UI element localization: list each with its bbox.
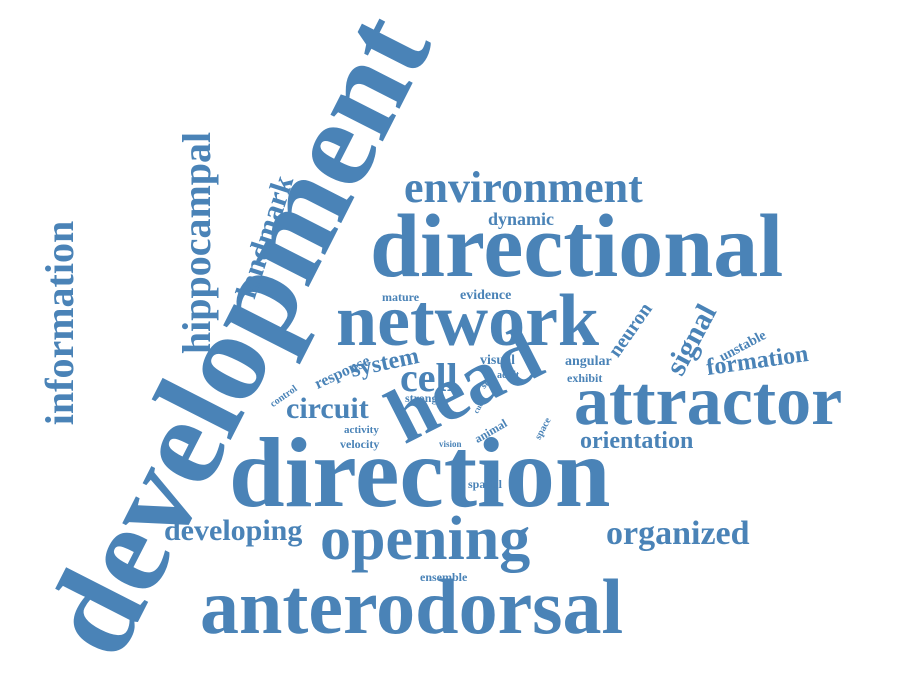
word-strong: strong bbox=[405, 391, 438, 405]
word-network: network bbox=[336, 280, 600, 362]
word-mature: mature bbox=[382, 290, 420, 304]
word-neuron: neuron bbox=[603, 298, 657, 362]
word-information: information bbox=[37, 220, 83, 426]
word-attractor: attractor bbox=[574, 363, 843, 440]
word-spatial: spatial bbox=[468, 477, 503, 491]
word-circuit: circuit bbox=[286, 392, 369, 425]
word-dynamic: dynamic bbox=[488, 209, 555, 229]
word-exhibit: exhibit bbox=[567, 371, 603, 385]
word-visual: visual bbox=[480, 353, 516, 368]
word-hippocampal: hippocampal bbox=[174, 131, 220, 355]
word-ensemble: ensemble bbox=[420, 570, 468, 584]
word-angular: angular bbox=[565, 354, 612, 369]
word-opening: opening bbox=[320, 505, 531, 573]
word-direction: direction bbox=[229, 417, 611, 528]
word-orientation: orientation bbox=[580, 428, 694, 454]
word-vision: vision bbox=[439, 439, 462, 449]
word-adult: adult bbox=[497, 370, 520, 381]
word-environment: environment bbox=[404, 163, 643, 212]
word-cell: cell bbox=[400, 355, 458, 400]
word-velocity: velocity bbox=[340, 437, 380, 451]
word-organized: organized bbox=[606, 515, 750, 552]
word-directional: directional bbox=[370, 197, 784, 296]
word-anterodorsal: anterodorsal bbox=[200, 563, 624, 650]
word-developing: developing bbox=[164, 514, 303, 547]
word-evidence: evidence bbox=[460, 288, 512, 303]
word-activity: activity bbox=[344, 424, 379, 436]
